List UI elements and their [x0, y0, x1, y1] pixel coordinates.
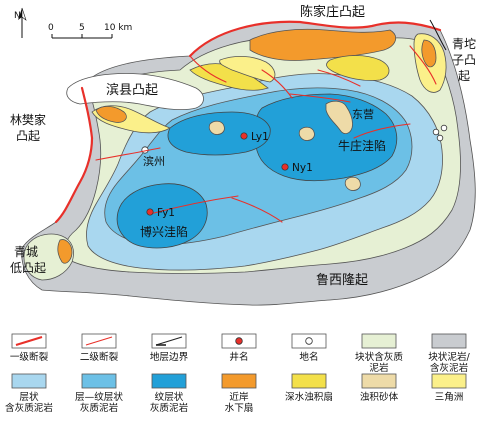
scale-tick-5: 5: [79, 23, 85, 33]
legend-swatch-place: [291, 333, 327, 349]
legend-swatch-nearshore_fan: [221, 373, 257, 389]
place-binzhou: 滨州: [143, 154, 165, 168]
legend-swatch-deepwater_turbidite: [291, 373, 327, 389]
legend-swatch-layered_calc_mud: [11, 373, 47, 389]
place-markers: [141, 124, 448, 154]
legend-label-massive_calc_mud: 块状含灰质: [355, 351, 403, 363]
well-icon: [281, 163, 289, 171]
region-qingtuozi-3: 起: [458, 69, 470, 83]
legend-label-massive_calc_mud: 泥岩: [369, 362, 389, 374]
legend-swatch-delta: [431, 373, 467, 389]
legend-swatch-massive_mud: [431, 333, 467, 349]
legend-label-boundary: 地层边界: [150, 351, 189, 363]
legend-swatch-layer_lamina_calc_mud: [81, 373, 117, 389]
turbidite-sand-dongying: [325, 100, 353, 134]
legend-swatch-turbidite_sand: [361, 373, 397, 389]
laminated-mudstone-niuzhuang: [254, 93, 398, 182]
scale-bar: [51, 34, 113, 39]
well-icon: [240, 132, 248, 140]
region-linfanjia-1: 林樊家: [10, 112, 46, 127]
legend-swatch-laminated_calc_mud: [151, 373, 187, 389]
legend-swatch-fault2: [81, 333, 117, 349]
second-order-faults: [95, 45, 437, 223]
well-label: Ny1: [292, 162, 313, 174]
legend-label-layer_lamina_calc_mud: 层—纹层状: [75, 391, 123, 403]
delta-north-central: [219, 56, 276, 83]
legend-label-deepwater_turbidite: 深水浊积扇: [285, 391, 333, 403]
laminated-mudstone-boxing: [116, 183, 208, 249]
legend-swatch-massive_calc_mud: [361, 333, 397, 349]
well-fy1: Fy1: [146, 207, 175, 219]
legend-label-layered_calc_mud: 层状: [19, 391, 39, 403]
deepwater-turbidite-northeast: [326, 55, 390, 81]
north-label: N: [14, 11, 21, 21]
region-binxian: 滨县凸起: [106, 82, 158, 98]
region-qingcheng-1: 青城: [14, 245, 38, 259]
legend-label-nearshore_fan: 水下扇: [225, 402, 254, 414]
region-qingtuozi-2: 子凸: [452, 53, 476, 67]
legend-label-delta: 三角洲: [435, 391, 464, 403]
legend-swatch-fault1: [11, 333, 47, 349]
nearshore-fan-chenjiazhuang: [249, 28, 397, 61]
legend-label-layered_calc_mud: 含灰质泥岩: [5, 402, 53, 414]
turbidite-sand-small-3: [208, 120, 225, 135]
binxian-uplift-area: [66, 73, 204, 111]
legend-label-well: 井名: [229, 351, 248, 363]
legend-label-fault1: 一级断裂: [10, 351, 49, 363]
well-label: Ly1: [251, 131, 269, 143]
region-chenjiazhuang: 陈家庄凸起: [300, 4, 365, 20]
region-niuzhuang: 牛庄洼陷: [338, 138, 386, 153]
legend-swatch-boundary: [151, 333, 187, 349]
north-arrow-icon: [18, 7, 27, 38]
stratigraphic-boundary-ne: [429, 19, 447, 51]
region-boxing: 博兴洼陷: [140, 224, 188, 239]
legend-label-nearshore_fan: 近岸: [229, 391, 249, 403]
region-luxi: 鲁西隆起: [316, 273, 368, 288]
well-label: Fy1: [157, 207, 175, 219]
well-icon: [146, 208, 154, 216]
turbidite-sand-small-1: [298, 126, 315, 141]
region-qingtuozi-1: 青坨: [452, 36, 476, 51]
nearshore-fan-qingtuozi: [421, 39, 437, 68]
legend-label-fault2: 二级断裂: [80, 351, 119, 363]
scale-tick-0: 0: [48, 23, 54, 33]
place-dongying: 东营: [352, 107, 374, 121]
legend-label-turbidite_sand: 浊积砂体: [360, 391, 399, 403]
turbidite-sand-small-2: [344, 176, 361, 191]
legend-label-laminated_calc_mud: 纹层状: [155, 391, 184, 403]
legend-label-laminated_calc_mud: 灰质泥岩: [150, 402, 189, 414]
first-order-faults: [54, 20, 442, 224]
region-linfanjia-2: 凸起: [16, 129, 40, 143]
legend-label-massive_mud: 块状泥岩/: [428, 351, 470, 363]
legend-label-layer_lamina_calc_mud: 灰质泥岩: [80, 402, 119, 414]
legend-label-place: 地名: [299, 351, 318, 363]
legend-swatch-well: [221, 333, 257, 349]
scale-tick-10: 10 km: [104, 23, 132, 33]
well-ly1: Ly1: [240, 131, 269, 143]
nearshore-fan-binxian: [95, 106, 127, 123]
well-ny1: Ny1: [281, 162, 313, 174]
nearshore-fan-qingcheng: [57, 239, 73, 264]
legend-label-massive_mud: 含灰泥岩: [430, 362, 469, 374]
region-qingcheng-2: 低凸起: [10, 261, 46, 275]
